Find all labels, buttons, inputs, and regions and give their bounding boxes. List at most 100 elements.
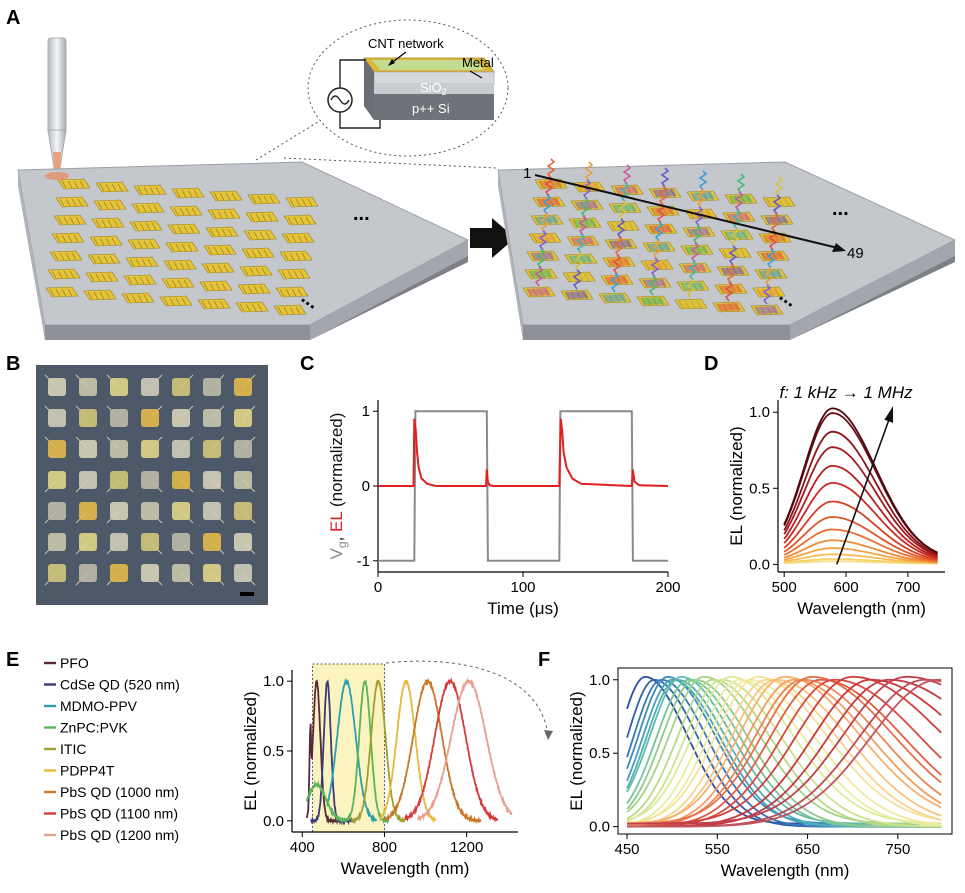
emission-wave-icon [536,248,546,269]
x-tick-label: 800 [372,839,397,856]
electrode-pad [560,269,594,301]
electrode-pad [53,214,87,226]
legend-entry: PbS QD (1000 nm) [44,784,179,800]
emission-wave-icon [698,170,708,191]
electrode-pad [522,266,556,298]
panel-f-label: F [538,649,550,671]
electrode-pad [640,239,674,271]
legend-entry: ZnPC:PVK [44,720,128,736]
spectrum-line [783,430,938,556]
panel-e-label: E [6,649,19,671]
layer-sio2-label: SiO2 [420,80,447,97]
electrode-pad [283,214,317,226]
electrode-pad [131,202,165,214]
y-tick-label: 0.0 [589,819,610,836]
electrode-pad [89,235,123,247]
device-cell [79,409,97,427]
electrode-pad [608,182,642,214]
index-arrow [534,174,839,249]
electrode-pad [754,248,788,280]
device-cell [172,533,190,551]
x-axis-label: Time (μs) [487,599,559,618]
spectrum-line [783,528,938,563]
device-cell [110,533,128,551]
device-cell [110,440,128,458]
y-tick-label: 0.5 [263,743,284,760]
index-end-label: 49 [847,245,864,262]
y-axis-label: EL (normalized) [567,691,586,810]
device-cell [234,378,252,396]
legend-e: PFO CdSe QD (520 nm) MDMO-PPV ZnPC:PVK ITIC P… [44,655,180,843]
device-cell [172,409,190,427]
panel-a: A SiO2 p++ Si [6,7,957,340]
x-tick-label: 200 [655,579,680,596]
zoom-callout [307,19,509,157]
emission-wave-icon [660,167,670,188]
device-cell [172,471,190,489]
x-axis-label: Wavelength (nm) [341,859,470,878]
electrode-pad [602,236,636,268]
emission-wave-icon [650,257,660,278]
emission-wave-icon [546,158,556,179]
emission-wave-icon [578,215,588,236]
electrode-pad [165,241,199,253]
panel-d-label: D [704,353,718,375]
frequency-annotation: f: 1 kHz → 1 MHz [779,383,913,402]
device-cell [48,533,66,551]
y-tick-label: 0.0 [263,813,284,830]
electrode-pad [279,250,313,262]
device-cell [110,502,128,520]
electrode-pad [49,250,83,262]
electrode-pad [682,206,716,238]
device-cell [141,533,159,551]
emission-wave-icon [728,245,738,266]
ellipsis-row: ... [353,203,370,225]
electrode-pad [93,199,127,211]
device-cell [79,502,97,520]
legend-label: MDMO-PPV [60,698,138,714]
electrode-pad [598,272,632,304]
electrode-pad [123,274,157,286]
electrode-pad [241,247,275,259]
device-cell [234,533,252,551]
electrode-pad [642,221,676,253]
device-cell [141,564,159,582]
spectrum-line [783,465,938,558]
device-cell [203,471,221,489]
spectrum-line [626,678,942,827]
layer-si-label: p++ Si [412,101,450,116]
electrode-pad [718,227,752,259]
electrode-pad [524,248,558,280]
spectrum-line [350,679,406,825]
emission-wave-icon [732,209,742,230]
emission-wave-icon [774,176,784,197]
spectrum-line [305,679,344,826]
chart-d: 500 600 700 0.0 0.5 1.0 Wavelength (nm) EL (nor… [727,383,945,618]
electrode-pad [47,268,81,280]
emission-wave-icon [736,173,746,194]
emission-wave-icon [618,200,628,221]
legend-entry: ITIC [44,741,86,757]
device-cell [110,409,128,427]
emission-wave-icon [694,206,704,227]
spectrum-line [784,558,938,565]
electrode-pad [720,209,754,241]
x-tick-label: 450 [615,841,640,858]
x-tick-label: 650 [795,841,820,858]
x-axis-label: Wavelength (nm) [721,861,850,880]
electrode-pad [245,211,279,223]
electrode-pad [133,184,167,196]
electrode-pad [129,220,163,232]
legend-label: PbS QD (1200 nm) [60,827,179,843]
device-cell [234,564,252,582]
legend-entry: PbS QD (1200 nm) [44,827,179,843]
electrode-pad [247,193,281,205]
legend-label: ZnPC:PVK [60,720,128,736]
device-cell [48,409,66,427]
device-cell [79,471,97,489]
spectrum-line [626,678,942,828]
emission-wave-icon [652,239,662,260]
electrode-pad [127,238,161,250]
emission-wave-icon [612,254,622,275]
